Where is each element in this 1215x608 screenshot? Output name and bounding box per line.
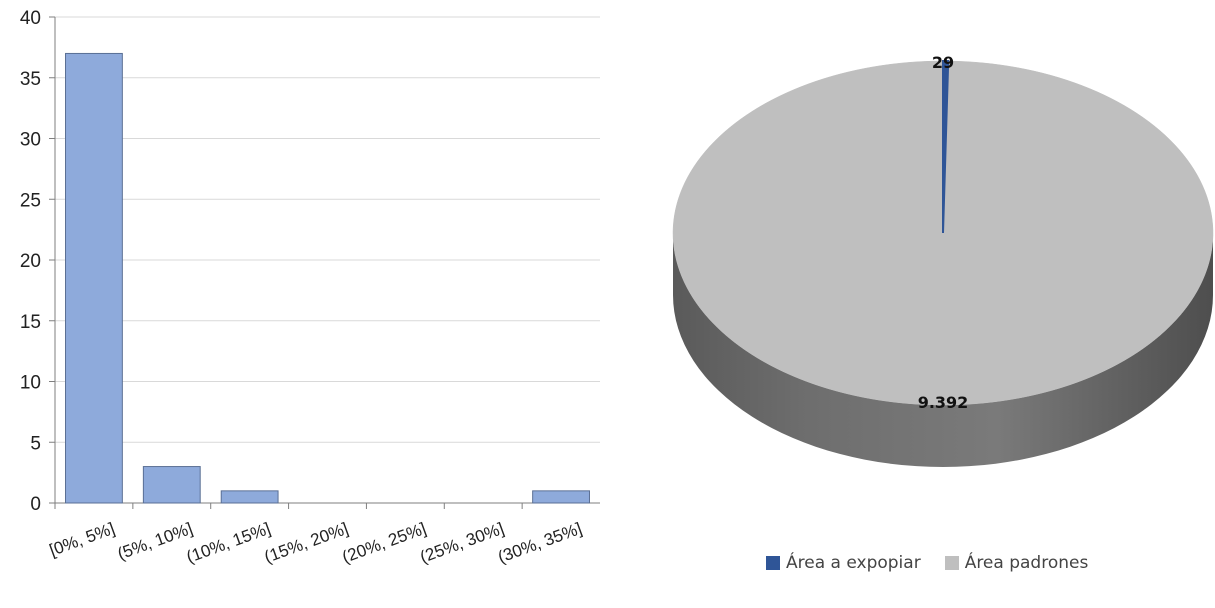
- y-tick-label: 5: [30, 433, 41, 454]
- pie-chart: 29 9.392: [672, 53, 1214, 467]
- legend-label: Área padrones: [964, 553, 1089, 573]
- y-tick-label: 15: [20, 312, 41, 333]
- x-tick-label: (15%, 20%]: [262, 519, 351, 567]
- pie-side-wall: [673, 233, 1213, 467]
- histogram-bar: [532, 490, 590, 504]
- pie-data-label: 29: [932, 53, 954, 72]
- legend-item-area-expropiar: Área a expopiar: [766, 553, 921, 573]
- histogram-bar: [220, 490, 279, 504]
- legend-swatch: [766, 556, 780, 570]
- y-tick-label: 35: [20, 69, 41, 90]
- pie-slice: [942, 59, 950, 234]
- y-tick-label: 40: [20, 8, 41, 29]
- y-tick-label: 30: [20, 130, 41, 151]
- y-tick-label: 10: [20, 373, 41, 394]
- y-tick-label: 25: [20, 190, 41, 211]
- histogram-chart: 0 5 10 15 20 25 30 35 40 [0%, 5%](5%, 10%](10%, …: [20, 8, 600, 567]
- legend-label: Área a expopiar: [786, 553, 921, 573]
- y-tick-label: 20: [20, 251, 41, 272]
- x-tick-label: (5%, 10%]: [115, 519, 195, 564]
- x-tick-label: [0%, 5%]: [47, 519, 117, 560]
- histogram-bar: [142, 466, 201, 504]
- legend-swatch: [944, 556, 959, 570]
- x-tick-label: (25%, 30%]: [417, 519, 506, 567]
- x-tick-label: (30%, 35%]: [495, 519, 584, 567]
- pie-legend: Área a expopiar Área padrones: [766, 553, 1112, 573]
- y-tick-label: 0: [30, 494, 41, 515]
- legend-item-area-padrones: Área padrones: [944, 553, 1089, 573]
- x-tick-label: (10%, 15%]: [184, 519, 273, 567]
- x-tick-label: (20%, 25%]: [340, 519, 429, 567]
- pie-data-label: 9.392: [918, 393, 969, 412]
- histogram-bar: [65, 52, 123, 504]
